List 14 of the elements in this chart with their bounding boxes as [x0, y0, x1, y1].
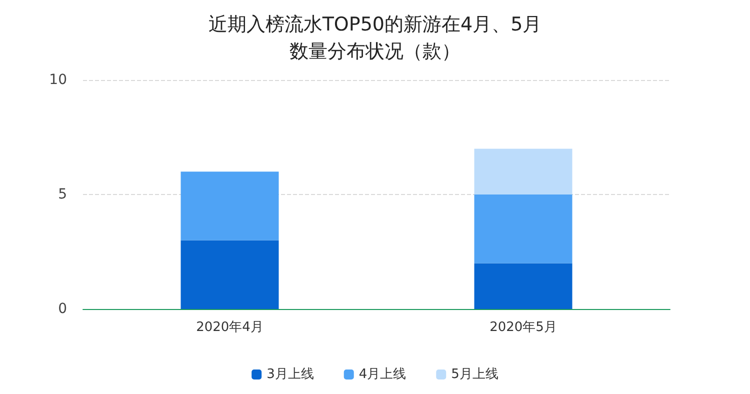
legend-label: 5月上线	[451, 367, 498, 382]
x-tick-label: 2020年4月	[196, 320, 264, 335]
bar	[180, 172, 279, 240]
y-tick-label: 5	[58, 186, 67, 202]
bar	[474, 148, 572, 194]
bar	[474, 263, 572, 309]
x-tick-label: 2020年5月	[490, 320, 557, 335]
legend-label: 3月上线	[266, 367, 314, 382]
y-tick-label: 0	[58, 301, 67, 317]
bar	[180, 240, 279, 309]
legend-label: 4月上线	[358, 367, 406, 382]
bar	[474, 194, 572, 264]
y-tick-label: 10	[49, 72, 67, 88]
chart-title: 近期入榜流水TOP50的新游在4月、5月数量分布状况（款）	[208, 14, 542, 62]
